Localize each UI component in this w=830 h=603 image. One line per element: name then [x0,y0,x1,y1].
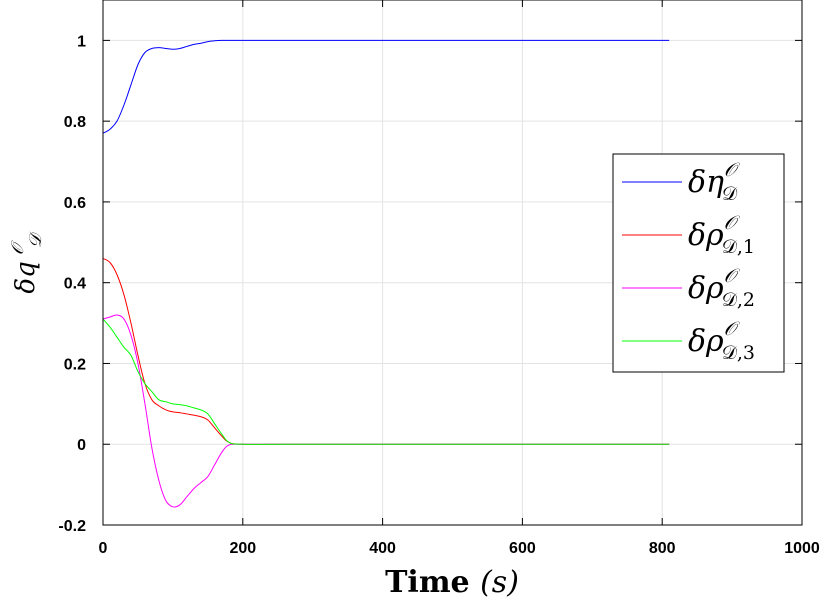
x-tick-label: 400 [369,540,396,557]
y-tick-label: 0.8 [64,114,86,131]
y-tick-label: -0.2 [58,518,86,535]
x-tick-label: 800 [649,540,676,557]
x-tick-label: 0 [99,540,108,557]
series-lines [102,39,670,508]
x-tick-label: 1000 [784,540,820,557]
y-tick-label: 0.6 [64,195,86,212]
y-axis-title-sub: 𝒟 [26,231,46,248]
y-tick-label: 0.2 [64,356,86,373]
series-line-1 [102,39,670,134]
x-tick-label: 200 [229,540,256,557]
y-tick-label: 1 [77,33,86,50]
y-axis-title: δq 𝒪 𝒟 [0,231,46,294]
y-axis-title-sup: 𝒪 [8,240,28,255]
legend-box [612,153,785,373]
series-line-4 [102,318,670,445]
x-axis-title: Time (s) [385,565,519,600]
ticks: 0 200 400 600 800 1000 -0.2 0 0.2 0.4 0.6 0.8 1 [58,0,820,557]
y-tick-label: 0.4 [64,276,86,293]
x-axis-title-unit: (s) [480,565,519,600]
x-axis-title-word: Time [385,565,480,600]
y-tick-label: 0 [77,437,86,454]
plot-frame [102,0,803,526]
legend-label-2: δρ𝒪 𝒟,1 [688,212,755,258]
svg-text:δq 𝒪 𝒟: δq 𝒪 𝒟 [0,231,46,294]
y-axis-title-base: δq [11,261,41,293]
x-tick-label: 600 [509,540,536,557]
